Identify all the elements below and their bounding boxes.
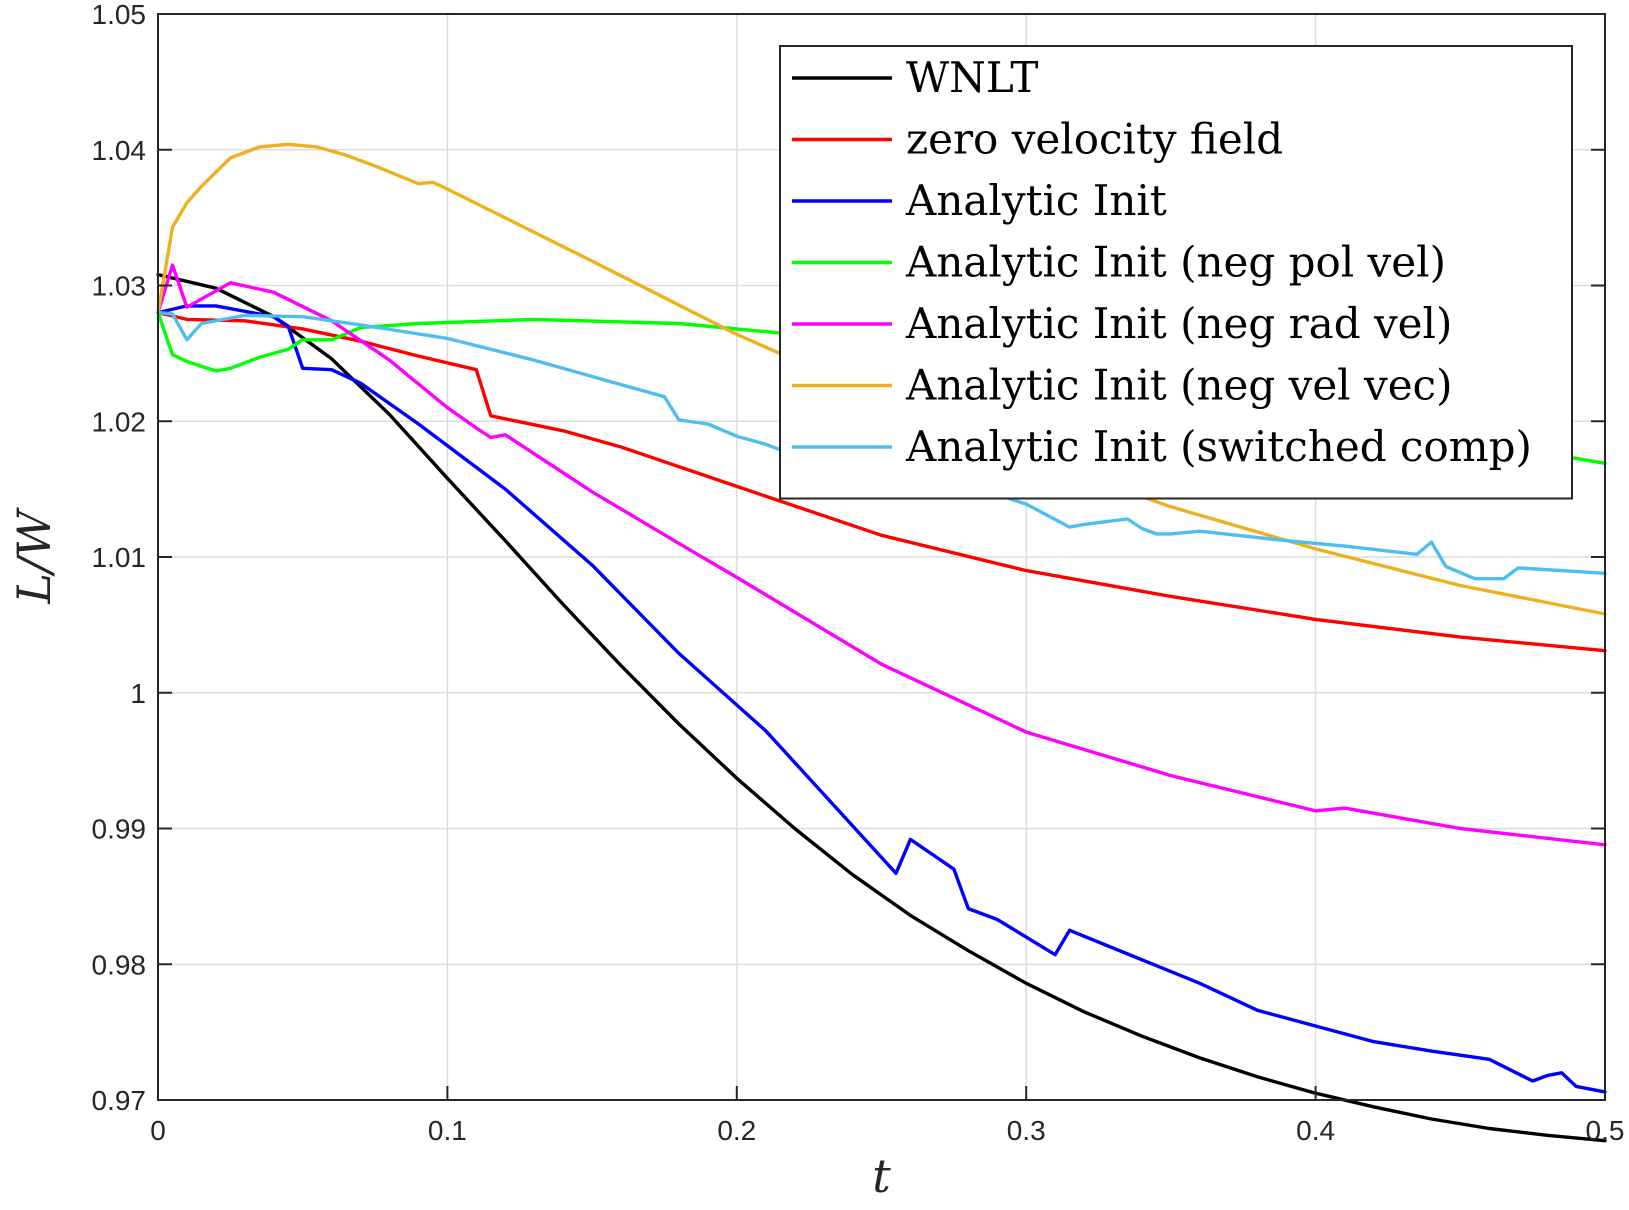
x-tick-label: 0.1 [428, 1115, 467, 1146]
series-line-2 [156, 304, 1607, 1094]
series-line-1 [156, 310, 1607, 653]
legend: WNLT zero velocity field Analytic Init Anal… [779, 45, 1573, 500]
y-tick-label: 0.99 [92, 814, 147, 845]
legend-box [779, 45, 1573, 500]
x-tick-label: 0.2 [717, 1115, 756, 1146]
legend-entry-label: WNLT [906, 53, 1038, 102]
y-tick-label: 1 [130, 678, 146, 709]
y-tick-labels: 0.97 0.98 0.99 1 1.01 1.02 1.03 1.04 1.05 [92, 0, 1605, 1116]
y-tick-label: 1.05 [92, 0, 147, 30]
x-axis-label: t [872, 1149, 891, 1203]
x-tick-labels: 0 0.1 0.2 0.3 0.4 0.5 [150, 1086, 1624, 1146]
y-tick-label: 0.98 [92, 949, 147, 980]
series-line-4 [156, 263, 1607, 847]
legend-entry-label: Analytic Init (switched comp) [905, 422, 1532, 471]
x-tick-label: 0 [150, 1115, 166, 1146]
y-tick-label: 0.97 [92, 1085, 147, 1116]
legend-entry-label: Analytic Init (neg vel vec) [905, 361, 1452, 410]
x-tick-label: 0.4 [1296, 1115, 1335, 1146]
legend-entry-label: zero velocity field [906, 115, 1283, 164]
y-axis-label: L/W [7, 507, 61, 605]
x-tick-label: 0.3 [1007, 1115, 1046, 1146]
y-tick-label: 1.03 [92, 271, 147, 302]
y-tick-label: 1.01 [92, 542, 147, 573]
legend-entry-label: Analytic Init (neg pol vel) [905, 238, 1446, 287]
y-tick-label: 1.04 [92, 135, 147, 166]
legend-entry-label: Analytic Init [905, 176, 1167, 225]
x-tick-label: 0.5 [1586, 1115, 1625, 1146]
y-tick-label: 1.02 [92, 406, 147, 437]
series-line-0 [156, 272, 1607, 1143]
legend-entry-label: Analytic Init (neg rad vel) [905, 299, 1452, 348]
